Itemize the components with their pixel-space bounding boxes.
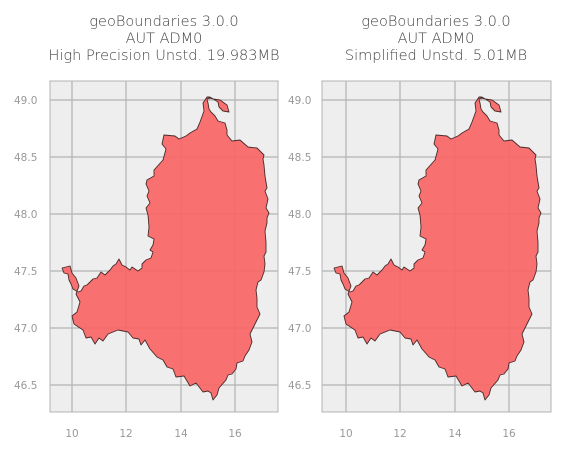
title-line-3: High Precision Unstd. 19.983MB — [48, 48, 280, 64]
y-axis-labels: 49.0 48.5 48.0 47.5 47.0 46.5 — [288, 95, 311, 392]
x-tick-label: 16 — [228, 428, 242, 440]
y-tick-label: 47.5 — [288, 266, 311, 278]
y-tick-label: 48.5 — [14, 152, 37, 164]
y-tick-label: 46.5 — [288, 380, 311, 392]
y-tick-label: 49.0 — [14, 95, 37, 107]
x-axis-labels: 10 12 14 16 — [65, 428, 242, 440]
map-panel-simplified: 49.0 48.5 48.0 47.5 47.0 46.5 10 12 14 1… — [288, 80, 552, 440]
y-tick-label: 48.5 — [288, 152, 311, 164]
y-tick-label: 49.0 — [288, 95, 311, 107]
y-tick-label: 48.0 — [288, 209, 311, 221]
y-tick-label: 47.0 — [288, 323, 311, 335]
x-tick-label: 14 — [448, 428, 462, 440]
x-tick-label: 12 — [119, 428, 132, 440]
title-line-1: geoBoundaries 3.0.0 — [89, 14, 239, 30]
y-axis-labels: 49.0 48.5 48.0 47.5 47.0 46.5 — [14, 95, 37, 392]
title-line-3: Simplified Unstd. 5.01MB — [344, 48, 528, 64]
x-axis-labels: 10 12 14 16 — [339, 428, 516, 440]
map-title-high-precision: geoBoundaries 3.0.0 AUT ADM0 High Precis… — [30, 14, 298, 65]
x-tick-label: 14 — [174, 428, 188, 440]
title-line-1: geoBoundaries 3.0.0 — [361, 14, 511, 30]
title-line-2: AUT ADM0 — [125, 31, 203, 47]
y-tick-label: 47.0 — [14, 323, 37, 335]
y-tick-label: 48.0 — [14, 209, 37, 221]
x-tick-label: 10 — [339, 428, 352, 440]
title-line-2: AUT ADM0 — [397, 31, 475, 47]
x-tick-label: 12 — [393, 428, 406, 440]
map-panel-high-precision: 49.0 48.5 48.0 47.5 47.0 46.5 10 12 14 1… — [14, 80, 279, 440]
x-tick-label: 16 — [502, 428, 516, 440]
x-tick-label: 10 — [65, 428, 78, 440]
y-tick-label: 46.5 — [14, 380, 37, 392]
map-title-simplified: geoBoundaries 3.0.0 AUT ADM0 Simplified … — [302, 14, 566, 65]
y-tick-label: 47.5 — [14, 266, 37, 278]
